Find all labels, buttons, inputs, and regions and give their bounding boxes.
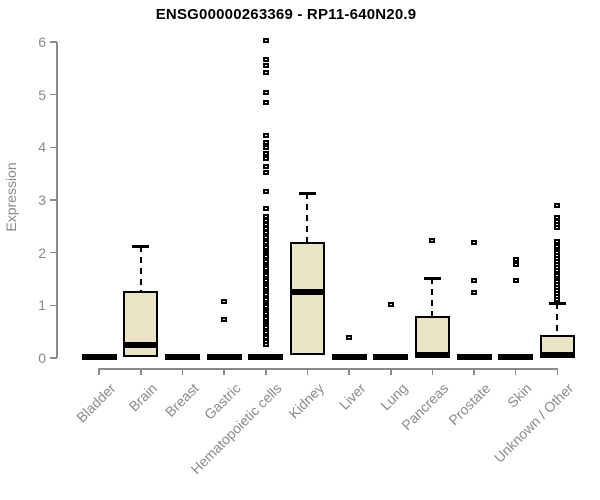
outlier-point-skin — [512, 278, 519, 284]
outlier-point-unknown-other — [554, 224, 561, 230]
chart-title: ENSG00000263369 - RP11-640N20.9 — [155, 6, 417, 23]
y-axis-tick-label: 2 — [38, 244, 46, 261]
y-axis-tick-label: 4 — [38, 139, 46, 156]
median-line-gastric — [206, 353, 242, 360]
outlier-point-hematopoietic-cells — [262, 150, 269, 156]
outlier-point-hematopoietic-cells — [262, 38, 269, 44]
y-axis-tick — [49, 146, 57, 149]
boxplot-box-kidney — [289, 241, 325, 356]
median-line-breast — [165, 353, 200, 360]
x-axis-tick — [514, 368, 517, 375]
x-axis-tick — [431, 368, 434, 375]
y-axis-tick-label: 5 — [38, 86, 46, 103]
x-axis-tick-label-bladder: Bladder — [73, 380, 119, 426]
outlier-point-hematopoietic-cells — [262, 145, 269, 151]
outlier-point-hematopoietic-cells — [262, 99, 269, 105]
outlier-point-hematopoietic-cells — [262, 155, 269, 161]
y-axis-line — [56, 42, 58, 358]
y-axis-tick — [49, 199, 57, 201]
whisker-cap-kidney — [298, 191, 316, 195]
whisker-cap-brain — [132, 244, 150, 248]
x-axis-line — [99, 368, 558, 370]
y-axis-tick-label: 1 — [38, 297, 46, 314]
x-axis-tick — [473, 368, 475, 375]
x-axis-tick-label-brain: Brain — [125, 380, 161, 415]
x-axis-tick-label-unknown-other: Unknown / Other — [491, 380, 577, 466]
outlier-point-hematopoietic-cells — [262, 89, 269, 95]
outlier-point-unknown-other — [554, 203, 561, 209]
outlier-point-hematopoietic-cells — [262, 164, 269, 170]
outlier-point-prostate — [471, 240, 478, 246]
median-line-pancreas — [414, 352, 450, 359]
outlier-point-pancreas — [429, 237, 436, 243]
outlier-point-hematopoietic-cells — [262, 218, 269, 224]
y-axis-tick — [49, 357, 57, 359]
median-line-kidney — [289, 288, 325, 295]
outlier-point-prostate — [471, 290, 478, 296]
median-line-unknown-other — [539, 352, 575, 359]
outlier-point-gastric — [221, 316, 228, 322]
outlier-point-skin — [512, 257, 519, 262]
outlier-point-hematopoietic-cells — [262, 225, 269, 231]
median-line-prostate — [456, 353, 492, 360]
y-axis-tick — [49, 251, 57, 254]
y-axis-tick-label: 3 — [38, 192, 46, 208]
median-line-hematopoietic-cells — [248, 353, 284, 360]
x-axis-tick — [306, 368, 309, 375]
outlier-point-hematopoietic-cells — [262, 205, 269, 211]
x-axis-tick-label-skin: Skin — [504, 380, 536, 411]
outlier-point-hematopoietic-cells — [262, 213, 269, 219]
median-line-lung — [373, 353, 409, 360]
x-axis-tick — [98, 368, 100, 375]
outlier-point-hematopoietic-cells — [262, 189, 269, 195]
median-line-brain — [123, 342, 159, 349]
x-axis-tick-label-prostate: Prostate — [445, 380, 494, 429]
x-axis-tick-label-kidney: Kidney — [285, 380, 327, 422]
whisker-unknown-other — [556, 303, 559, 336]
outlier-point-hematopoietic-cells — [262, 170, 269, 176]
y-axis-tick-label: 0 — [38, 350, 46, 366]
y-axis-tick — [49, 41, 57, 43]
whisker-cap-unknown-other — [548, 301, 566, 305]
outlier-point-hematopoietic-cells — [262, 139, 269, 145]
x-axis-tick — [390, 368, 392, 375]
outlier-point-hematopoietic-cells — [262, 342, 269, 348]
outlier-point-hematopoietic-cells — [262, 133, 269, 139]
y-axis-tick — [49, 304, 57, 307]
x-axis-tick — [348, 368, 350, 375]
outlier-point-lung — [387, 302, 394, 308]
outlier-point-prostate — [471, 278, 478, 284]
outlier-point-hematopoietic-cells — [262, 63, 269, 69]
median-line-liver — [331, 353, 367, 360]
whisker-pancreas — [431, 278, 434, 317]
x-axis-tick — [140, 368, 142, 375]
x-axis-tick — [181, 368, 184, 375]
x-axis-tick-label-breast: Breast — [161, 380, 202, 420]
outlier-point-unknown-other — [554, 296, 561, 302]
outlier-point-gastric — [221, 298, 228, 304]
outlier-point-hematopoietic-cells — [262, 57, 269, 63]
median-line-bladder — [81, 353, 117, 360]
median-line-skin — [498, 353, 534, 360]
x-axis-tick — [556, 368, 559, 375]
outlier-point-liver — [346, 335, 353, 341]
outlier-point-skin — [512, 261, 519, 267]
whisker-cap-pancreas — [423, 276, 441, 280]
y-axis-tick-label: 6 — [38, 34, 46, 50]
x-axis-tick — [265, 368, 267, 375]
boxplot-box-pancreas — [414, 316, 450, 357]
outlier-point-hematopoietic-cells — [262, 70, 269, 76]
whisker-kidney — [306, 193, 309, 242]
x-axis-tick-label-liver: Liver — [335, 380, 369, 413]
whisker-brain — [139, 246, 142, 292]
x-axis-tick-label-lung: Lung — [376, 380, 411, 414]
y-axis-tick — [49, 93, 57, 96]
x-axis-tick — [223, 368, 225, 375]
